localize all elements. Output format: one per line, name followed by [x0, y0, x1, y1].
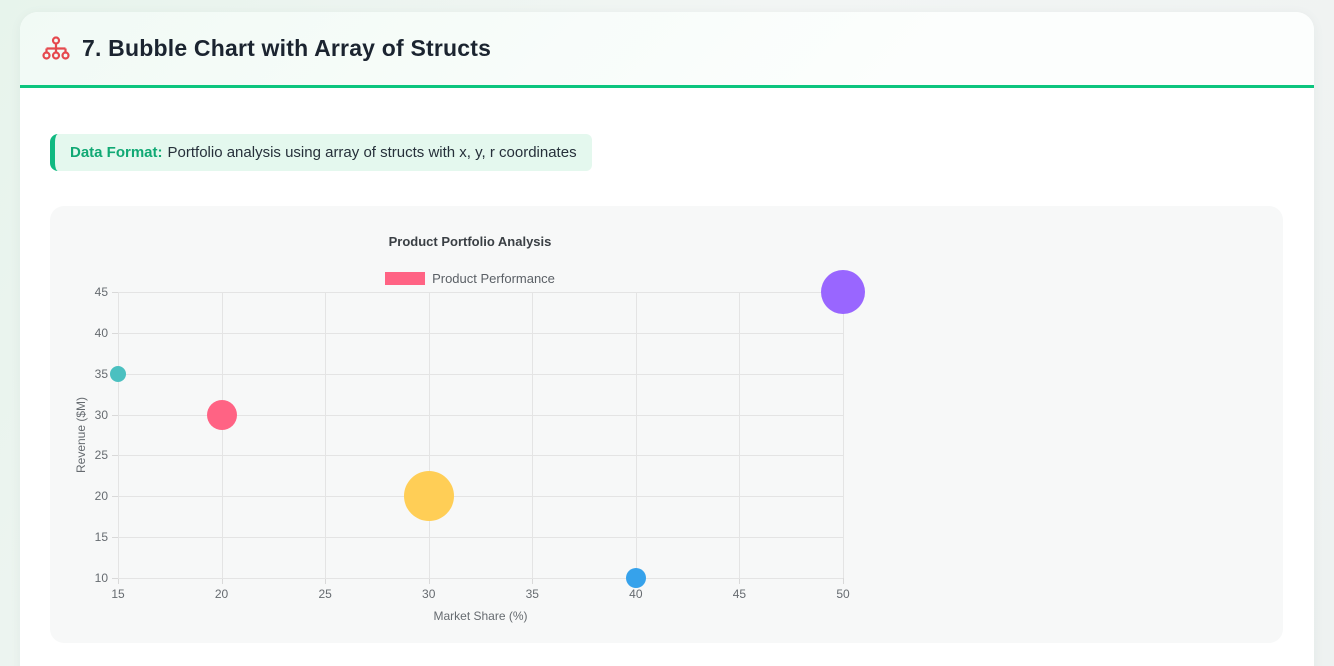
gridline-horizontal — [118, 578, 843, 579]
bubble-point[interactable] — [821, 270, 865, 314]
y-tick-label: 35 — [94, 366, 108, 381]
gridline-horizontal — [118, 414, 843, 416]
bubble-point[interactable] — [206, 399, 237, 430]
gridline-vertical — [221, 292, 223, 578]
gridline-horizontal — [118, 373, 843, 375]
gridline-vertical — [843, 292, 844, 578]
sitemap-icon — [42, 35, 70, 62]
y-tick-label: 15 — [94, 530, 108, 545]
x-tick-mark — [843, 578, 844, 584]
data-format-text: Portfolio analysis using array of struct… — [167, 144, 577, 161]
plot-area: 15 20 25 30 35 40 45 50 10 15 20 25 30 35 40 45 — [70, 226, 870, 626]
y-tick-mark — [112, 292, 118, 293]
x-tick-label: 30 — [422, 587, 436, 601]
section-header: 7. Bubble Chart with Array of Structs — [20, 12, 1314, 88]
x-tick-mark — [428, 578, 430, 584]
bubble-point[interactable] — [625, 568, 646, 588]
bubble-chart: Product Portfolio Analysis Product Perfo… — [70, 226, 870, 626]
x-tick-label: 15 — [111, 587, 125, 601]
x-tick-mark — [532, 578, 534, 584]
y-tick-mark — [112, 414, 118, 416]
y-tick-mark — [112, 455, 118, 457]
legend-swatch — [385, 272, 426, 285]
x-tick-mark — [221, 578, 223, 584]
y-tick-label: 10 — [94, 571, 108, 585]
page-title: 7. Bubble Chart with Array of Structs — [82, 35, 492, 61]
gridline-horizontal — [118, 455, 843, 457]
gridline-horizontal — [118, 332, 843, 334]
x-tick-label: 20 — [214, 587, 229, 601]
gridline-horizontal — [118, 292, 843, 293]
x-tick-label: 50 — [836, 587, 850, 601]
gridline-vertical — [532, 292, 534, 578]
x-tick-label: 25 — [318, 587, 332, 601]
y-tick-mark — [112, 496, 118, 498]
y-tick-label: 45 — [94, 285, 108, 299]
y-tick-label: 30 — [94, 407, 108, 422]
data-format-note: Data Format: Portfolio analysis using arr… — [50, 134, 592, 171]
y-tick-mark — [112, 537, 118, 539]
y-tick-mark — [112, 332, 118, 334]
x-tick-mark — [118, 578, 119, 584]
gridline-horizontal — [118, 496, 843, 498]
y-axis-title: Revenue ($M) — [74, 396, 88, 474]
x-tick-mark — [325, 578, 327, 584]
section-card: 7. Bubble Chart with Array of Structs Da… — [20, 12, 1314, 666]
gridline-vertical — [428, 292, 430, 578]
chart-legend[interactable]: Product Performance — [70, 271, 870, 286]
section-body: Data Format: Portfolio analysis using arr… — [20, 88, 1314, 643]
gridline-horizontal — [118, 537, 843, 539]
y-tick-label: 40 — [94, 325, 108, 340]
x-tick-label: 35 — [525, 587, 539, 601]
x-tick-mark — [739, 578, 741, 584]
bubble-point[interactable] — [403, 471, 454, 522]
legend-label: Product Performance — [432, 271, 555, 286]
gridline-vertical — [739, 292, 741, 578]
x-axis-title: Market Share (%) — [433, 609, 528, 623]
x-tick-label: 40 — [629, 587, 643, 601]
x-tick-label: 45 — [732, 587, 747, 601]
y-tick-label: 20 — [94, 489, 108, 504]
data-format-label: Data Format: — [70, 144, 163, 161]
chart-title: Product Portfolio Analysis — [388, 234, 552, 249]
gridline-vertical — [635, 292, 637, 578]
gridline-vertical — [325, 292, 327, 578]
chart-panel: Product Portfolio Analysis Product Perfo… — [50, 206, 1283, 643]
y-tick-mark — [112, 578, 118, 579]
bubble-point[interactable] — [110, 365, 126, 382]
gridline-vertical — [118, 292, 119, 578]
y-tick-label: 25 — [94, 448, 108, 463]
